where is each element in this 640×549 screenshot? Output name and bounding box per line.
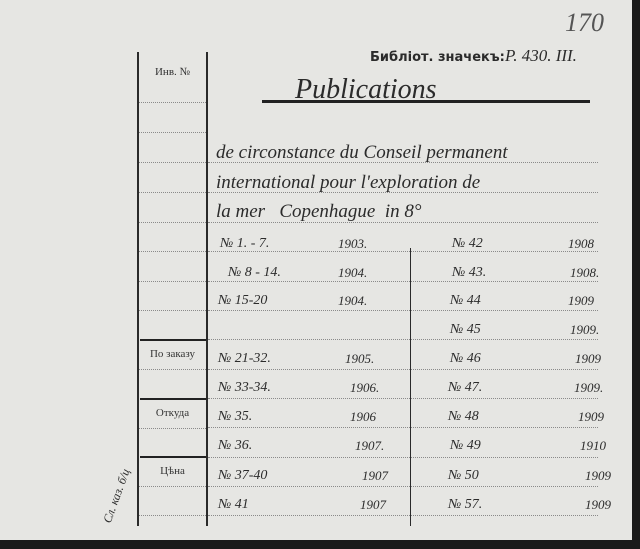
order-label: По заказу [149, 348, 196, 360]
issue-year: 1909. [574, 380, 604, 395]
issue-year: 1908 [568, 236, 594, 251]
title-underline [262, 100, 590, 103]
ruled-line [208, 369, 598, 370]
issue-year: 1908. [570, 265, 600, 280]
issue-year: 1909. [570, 322, 600, 337]
issue-number: № 8 - 14. [228, 265, 281, 280]
left-column-rule [139, 369, 206, 370]
title: Publications [295, 74, 437, 105]
issue-number: № 49 [450, 438, 481, 453]
issue-year: 1909 [578, 409, 604, 424]
issue-number: № 33-34. [218, 380, 271, 395]
left-column-border [137, 52, 139, 526]
description-line: la mer Copenhague in 8° [216, 201, 422, 222]
ruled-line [208, 339, 598, 340]
issue-number: № 45 [450, 322, 481, 337]
left-column-rule [139, 310, 206, 311]
left-column-rule [139, 192, 206, 193]
issue-number: № 43. [452, 265, 487, 280]
ruled-line [208, 222, 598, 223]
issue-year: 1909 [575, 351, 601, 366]
left-column-border [206, 52, 208, 526]
left-column-rule [139, 515, 206, 516]
issue-year: 1909 [568, 293, 594, 308]
ruled-line [208, 515, 598, 516]
issue-year: 1909 [585, 497, 611, 512]
issue-year: 1909 [585, 468, 611, 483]
ruled-line [208, 162, 598, 163]
issue-year: 1910 [580, 438, 606, 453]
issue-year: 1907. [355, 438, 385, 453]
ruled-line [208, 457, 598, 458]
ruled-line [208, 281, 598, 282]
issue-number: № 36. [218, 438, 253, 453]
issue-year: 1904. [338, 293, 368, 308]
ruled-line [208, 192, 598, 193]
inventory-label: Инв. № [154, 66, 191, 78]
source-label: Откуда [155, 407, 190, 419]
description-line: international pour l'exploration de [216, 172, 481, 193]
left-column-rule [139, 251, 206, 252]
ruled-line [208, 427, 598, 428]
ruled-line [208, 486, 598, 487]
ruled-line [208, 310, 598, 311]
ruled-line [208, 251, 598, 252]
issue-number: № 57. [448, 497, 483, 512]
issue-year: 1907 [362, 468, 388, 483]
left-column-rule [139, 102, 206, 103]
issue-year: 1905. [345, 351, 375, 366]
issue-number: № 21-32. [218, 351, 271, 366]
issue-number: № 42 [452, 236, 483, 251]
issue-year: 1906 [350, 409, 376, 424]
issue-year: 1904. [338, 265, 368, 280]
issue-number: № 44 [450, 293, 481, 308]
sheet-number: 170 [565, 8, 604, 37]
issue-number: № 15-20 [218, 293, 268, 308]
issue-number: № 37-40 [218, 468, 268, 483]
issue-number: № 1. - 7. [220, 236, 270, 251]
issue-number: № 47. [448, 380, 483, 395]
left-column-rule [139, 162, 206, 163]
left-column-rule [139, 428, 206, 429]
ruled-line [208, 398, 598, 399]
left-column-rule [139, 281, 206, 282]
left-column-rule [139, 222, 206, 223]
issue-year: 1906. [350, 380, 380, 395]
shelf-mark-value: P. 430. III. [505, 46, 577, 65]
section-divider [140, 339, 206, 341]
issue-year: 1907 [360, 497, 386, 512]
column-divider [410, 248, 411, 526]
left-column-rule [139, 486, 206, 487]
left-column-rule [139, 132, 206, 133]
price-label: Цѣна [160, 465, 185, 477]
margin-note: Сл. каз. б/ц [100, 466, 133, 525]
section-divider [140, 398, 206, 400]
description-line: de circonstance du Conseil permanent [216, 142, 508, 163]
issue-year: 1903. [338, 236, 368, 251]
section-divider [140, 456, 206, 458]
issue-number: № 35. [218, 409, 253, 424]
issue-number: № 48 [448, 409, 479, 424]
issue-number: № 50 [448, 468, 479, 483]
catalog-card: Инв. № По заказу Откуда Цѣна Сл. каз. б/… [0, 0, 632, 540]
issue-number: № 46 [450, 351, 481, 366]
shelf-mark-label: Библіот. значекъ: [370, 50, 505, 65]
issue-number: № 41 [218, 497, 249, 512]
